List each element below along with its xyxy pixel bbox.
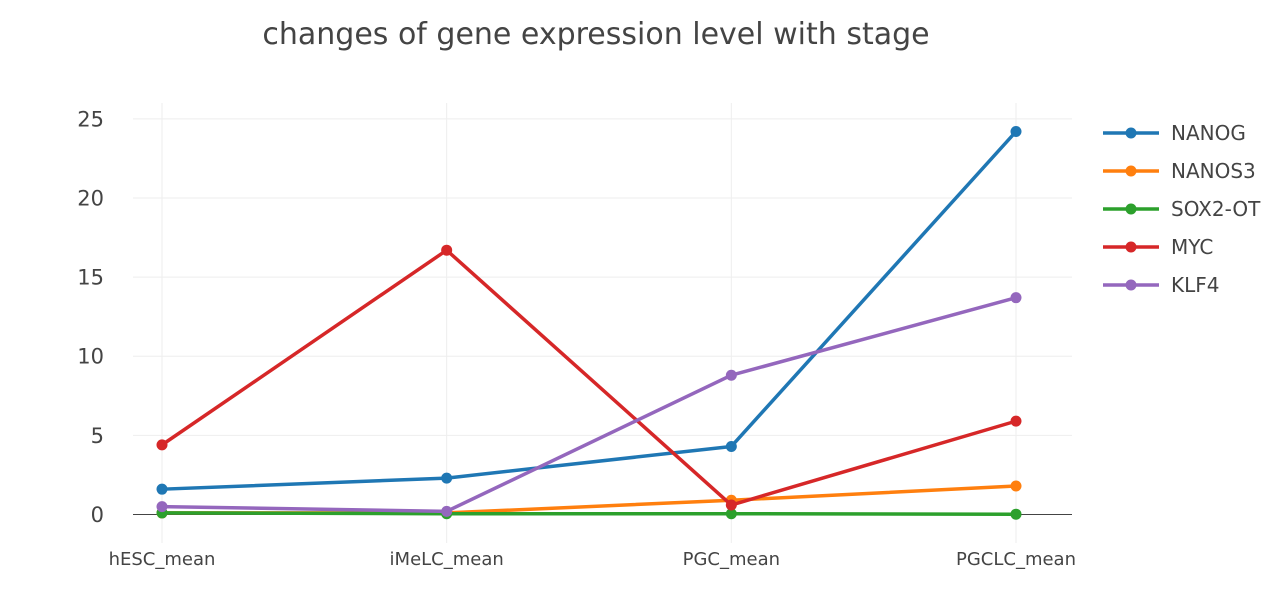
data-point [1010,292,1022,304]
data-point [441,472,453,484]
series-line [161,130,1018,491]
legend-item: NANOS3 [1103,159,1256,183]
y-tick-label: 5 [91,424,104,448]
x-axis: hESC_mean iMeLC_mean PGC_mean PGCLC_mean [109,549,1076,570]
legend-item: SOX2-OT [1103,197,1261,221]
data-point [1010,480,1022,492]
data-point [156,439,168,451]
y-tick-label: 20 [77,186,104,210]
grid [133,103,1072,543]
legend-item: NANOG [1103,121,1246,145]
legend-label: MYC [1171,235,1213,259]
series-line [161,511,1017,516]
data-point [1010,508,1022,520]
legend-label: KLF4 [1171,273,1220,297]
legend-swatch-marker [1125,203,1137,215]
y-tick-label: 15 [77,266,104,290]
chart-title: changes of gene expression level with st… [262,17,929,52]
y-tick-label: 10 [77,345,104,369]
data-point [156,483,168,495]
legend-label: SOX2-OT [1171,197,1261,221]
x-tick-label: iMeLC_mean [390,549,504,570]
legend: NANOG NANOS3 SOX2-OT MYC KLF4 [1103,121,1261,297]
data-point [156,501,168,513]
legend-swatch-marker [1125,279,1137,291]
series-klf4 [156,292,1022,517]
legend-label: NANOG [1171,121,1246,145]
legend-label: NANOS3 [1171,159,1256,183]
x-tick-label: hESC_mean [109,549,216,570]
x-tick-label: PGC_mean [683,549,780,570]
data-point [725,369,737,381]
legend-item: KLF4 [1103,273,1220,297]
data-point [725,440,737,452]
series-line [161,248,1017,507]
legend-swatch-marker [1125,165,1137,177]
y-tick-label: 25 [77,107,104,131]
data-point [441,244,453,256]
data-point [725,499,737,511]
data-point [441,505,453,517]
data-point [725,508,737,520]
data-point [1010,415,1022,427]
series-line [161,295,1017,514]
legend-item: MYC [1103,235,1213,259]
legend-swatch-marker [1125,241,1137,253]
y-tick-label: 0 [91,503,104,527]
series-nanog [156,125,1022,495]
series-myc [156,244,1022,511]
series-group [156,125,1022,520]
data-point [1010,125,1022,137]
legend-swatch-marker [1125,127,1137,139]
x-tick-label: PGCLC_mean [956,549,1076,570]
y-axis: 0 5 10 15 20 25 [77,107,104,527]
